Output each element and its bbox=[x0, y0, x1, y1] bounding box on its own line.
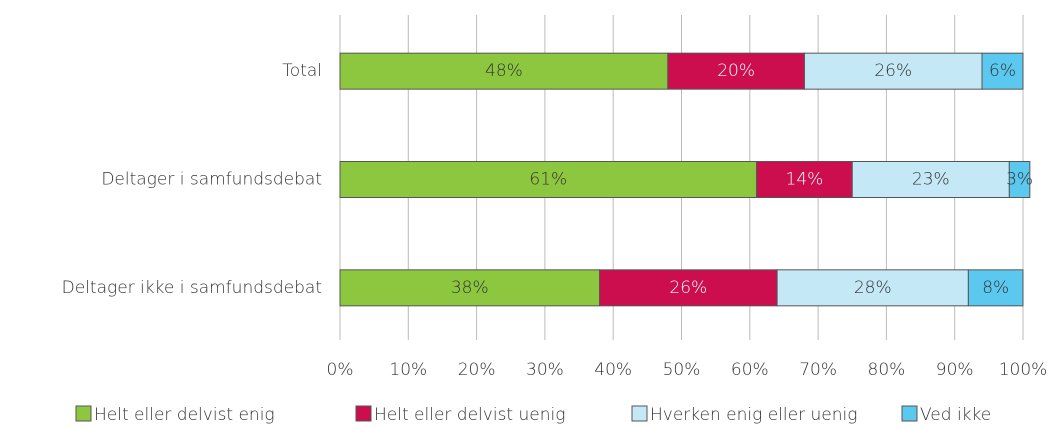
x-tick-label: 0% bbox=[327, 360, 354, 380]
bar-segment bbox=[667, 52, 805, 90]
data-label: 28% bbox=[854, 278, 892, 298]
bar-segment bbox=[339, 269, 601, 307]
data-label: 26% bbox=[669, 278, 707, 298]
legend-swatch bbox=[75, 405, 92, 422]
bar-segment bbox=[339, 52, 669, 90]
bar-segment bbox=[1008, 161, 1031, 198]
bar-segment bbox=[599, 269, 778, 307]
data-label: 20% bbox=[717, 61, 755, 81]
data-label: 26% bbox=[874, 61, 912, 81]
y-tick-label: Deltager i samfundsdebat bbox=[101, 170, 322, 190]
bar-segment bbox=[981, 52, 1024, 90]
legend-label: Hverken enig eller uenig bbox=[650, 405, 857, 425]
bar-segment bbox=[756, 161, 853, 198]
legend-label: Helt eller delvist uenig bbox=[374, 405, 565, 425]
bar-segment bbox=[851, 161, 1010, 198]
bar-segment bbox=[967, 269, 1024, 307]
x-tick-label: 20% bbox=[458, 360, 496, 380]
x-tick-label: 60% bbox=[731, 360, 769, 380]
y-tick-label: Deltager ikke i samfundsdebat bbox=[62, 278, 322, 298]
bar-segment bbox=[339, 161, 758, 198]
x-tick-label: 40% bbox=[594, 360, 632, 380]
x-tick-label: 80% bbox=[868, 360, 906, 380]
x-tick-label: 10% bbox=[389, 360, 427, 380]
x-tick-label: 30% bbox=[526, 360, 564, 380]
y-tick-label: Total bbox=[282, 61, 322, 81]
data-label: 6% bbox=[989, 61, 1016, 81]
legend-swatch bbox=[355, 405, 372, 422]
legend-label: Helt eller delvist enig bbox=[94, 405, 275, 425]
x-tick-label: 90% bbox=[936, 360, 974, 380]
data-label: 8% bbox=[982, 278, 1009, 298]
data-label: 23% bbox=[912, 170, 950, 190]
x-tick-label: 70% bbox=[799, 360, 837, 380]
legend-swatch bbox=[901, 405, 918, 422]
data-label: 61% bbox=[529, 170, 567, 190]
legend-label: Ved ikke bbox=[920, 405, 991, 425]
x-tick-label: 50% bbox=[663, 360, 701, 380]
data-label: 14% bbox=[786, 170, 824, 190]
bar-segment bbox=[776, 269, 969, 307]
legend-swatch bbox=[631, 405, 648, 422]
data-label: 48% bbox=[485, 61, 523, 81]
x-tick-label: 100% bbox=[999, 360, 1048, 380]
data-label: 3% bbox=[1006, 170, 1033, 190]
data-label: 38% bbox=[451, 278, 489, 298]
